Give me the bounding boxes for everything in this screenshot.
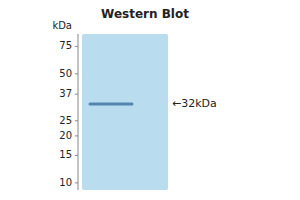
y-tick-label: 15: [59, 149, 72, 160]
y-tick-label: 75: [59, 40, 72, 51]
y-axis-line: [78, 34, 79, 190]
y-tick-label: 50: [59, 68, 72, 79]
y-tick: [75, 182, 78, 183]
band: [90, 103, 132, 106]
y-tick-label: 25: [59, 115, 72, 126]
y-tick-label: 37: [59, 88, 72, 99]
band-label: ←32kDa: [172, 97, 217, 110]
title: Western Blot: [101, 7, 189, 21]
y-tick: [75, 120, 78, 121]
y-tick-label: 10: [59, 177, 72, 188]
y-tick: [75, 46, 78, 47]
y-tick-label: 20: [59, 130, 72, 141]
y-tick: [75, 73, 78, 74]
chart: Western Blot kDa 75 50 37 25 20 15 10 ←32kDa: [0, 0, 300, 200]
axis-label: kDa: [52, 20, 72, 31]
y-tick: [75, 135, 78, 136]
y-tick: [75, 94, 78, 95]
gel-lane: [82, 34, 168, 190]
y-tick: [75, 155, 78, 156]
plot-area: [82, 34, 168, 190]
